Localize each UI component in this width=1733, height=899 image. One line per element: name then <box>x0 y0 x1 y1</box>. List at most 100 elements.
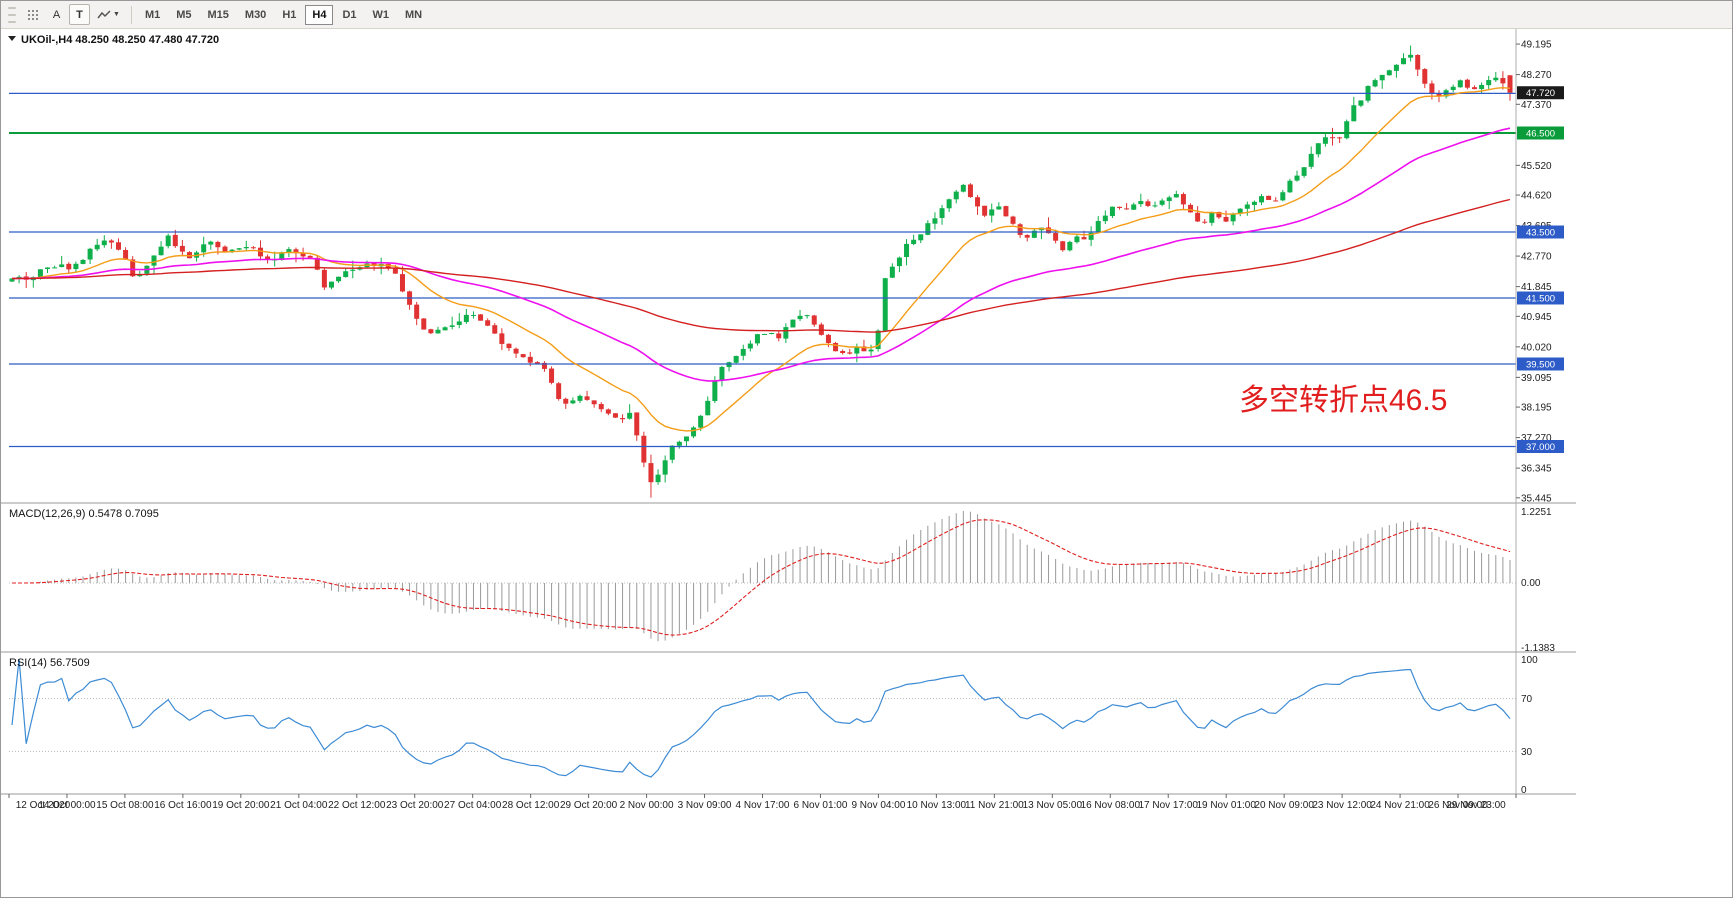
candle <box>1280 192 1286 201</box>
candle <box>549 368 555 383</box>
moving-average-lines <box>11 86 1511 432</box>
annotation-a-button[interactable]: A <box>46 4 67 25</box>
candle <box>833 342 839 352</box>
time-tick-label: 22 Oct 12:00 <box>328 800 386 811</box>
time-tick-label: 15 Oct 08:00 <box>96 800 154 811</box>
candle <box>691 427 697 437</box>
candle <box>1180 194 1186 205</box>
draw-tool-button[interactable]: ▼ <box>92 4 125 25</box>
blue-level-badge <box>1517 357 1564 371</box>
chart-canvas[interactable]: 49.19548.27047.37045.52044.62043.69542.7… <box>1 29 1733 899</box>
candle <box>975 197 981 207</box>
price-tick: 37.270 <box>1521 433 1552 444</box>
time-tick-label: 17 Nov 17:00 <box>1138 800 1198 811</box>
timeframe-button-m5[interactable]: M5 <box>169 5 198 25</box>
candle <box>896 257 902 267</box>
time-tick-label: 26 Nov 09:00 <box>1428 800 1488 811</box>
candle <box>435 329 441 334</box>
candle <box>1472 87 1478 90</box>
current-price-badge <box>1517 86 1564 100</box>
candle <box>946 199 952 209</box>
candle <box>172 234 178 247</box>
candle <box>215 241 221 248</box>
candle <box>584 396 590 400</box>
candle <box>279 252 285 260</box>
candle <box>1344 121 1350 139</box>
candle <box>698 415 704 428</box>
candle <box>1188 204 1194 213</box>
candle <box>123 249 129 260</box>
timeframe-button-mn[interactable]: MN <box>398 5 429 25</box>
rsi-axis-label: 70 <box>1521 694 1533 705</box>
time-tick-label: 23 Oct 20:00 <box>386 800 444 811</box>
chart-grid-button[interactable] <box>22 4 44 25</box>
candle <box>392 267 398 274</box>
candle <box>1251 201 1257 205</box>
candle <box>130 259 136 277</box>
candle <box>620 418 626 420</box>
price-tick: 44.620 <box>1521 191 1552 202</box>
macd-axis-label: 1.2251 <box>1521 507 1552 518</box>
svg-text:43.500: 43.500 <box>1526 228 1555 239</box>
candle <box>52 267 58 269</box>
candle <box>1358 100 1364 106</box>
candle <box>1046 227 1052 234</box>
candle <box>1102 215 1108 222</box>
macd-axis-label: -1.1383 <box>1521 643 1555 654</box>
candle <box>456 321 462 325</box>
candle <box>59 264 65 268</box>
candle <box>321 269 327 288</box>
candle <box>506 343 512 349</box>
price-tick: 41.845 <box>1521 282 1552 293</box>
candle <box>712 380 718 402</box>
candle <box>73 263 79 270</box>
candle <box>612 413 618 418</box>
polyline-tool-icon <box>97 9 111 18</box>
symbol-marker-icon[interactable] <box>8 36 16 41</box>
candle <box>1408 54 1414 58</box>
candle <box>314 257 320 270</box>
timeframe-button-w1[interactable]: W1 <box>366 5 397 25</box>
text-tool-button[interactable]: T <box>69 4 90 25</box>
candle <box>1088 232 1094 240</box>
candle <box>1216 211 1222 218</box>
horizontal-level-lines[interactable] <box>9 92 1516 448</box>
toolbar-grip[interactable] <box>8 6 17 23</box>
candle <box>350 269 356 271</box>
candle <box>1415 54 1421 70</box>
time-tick-label: 14 Oct 00:00 <box>38 800 96 811</box>
candle <box>776 333 782 339</box>
price-level-badges: 43.500 41.500 39.500 37.000 46.500 47.720 <box>1517 86 1564 453</box>
candle <box>1074 236 1080 243</box>
candle <box>1031 230 1037 238</box>
timeframe-button-h1[interactable]: H1 <box>275 5 303 25</box>
candle <box>449 325 455 327</box>
candle <box>563 398 569 404</box>
candle <box>1337 137 1343 139</box>
candle <box>861 346 867 352</box>
candle <box>1450 86 1456 91</box>
candle <box>151 255 157 266</box>
candle <box>1393 64 1399 71</box>
mid-ma-line <box>11 127 1511 382</box>
candle <box>570 400 576 404</box>
timeframe-button-d1[interactable]: D1 <box>335 5 363 25</box>
timeframe-button-m1[interactable]: M1 <box>138 5 167 25</box>
timeframe-button-m30[interactable]: M30 <box>238 5 273 25</box>
macd-axis-label: 0.00 <box>1521 578 1541 589</box>
toolbar-separator <box>130 5 132 24</box>
timeframe-button-m15[interactable]: M15 <box>201 5 236 25</box>
candle <box>442 327 448 331</box>
time-tick-label: 6 Nov 01:00 <box>793 800 847 811</box>
candle <box>683 436 689 442</box>
panel-separators <box>1 29 1576 795</box>
timeframe-button-h4[interactable]: H4 <box>305 4 334 25</box>
symbol-ohlc-title: UKOil-,H4 48.250 48.250 47.480 47.720 <box>21 34 219 46</box>
candle <box>16 276 22 279</box>
candle <box>719 367 725 381</box>
candle <box>9 278 15 282</box>
price-axis[interactable]: 49.19548.27047.37045.52044.62043.69542.7… <box>1516 40 1555 796</box>
rsi-line <box>11 658 1511 778</box>
time-tick-label: 11 Nov 21:00 <box>965 800 1024 811</box>
